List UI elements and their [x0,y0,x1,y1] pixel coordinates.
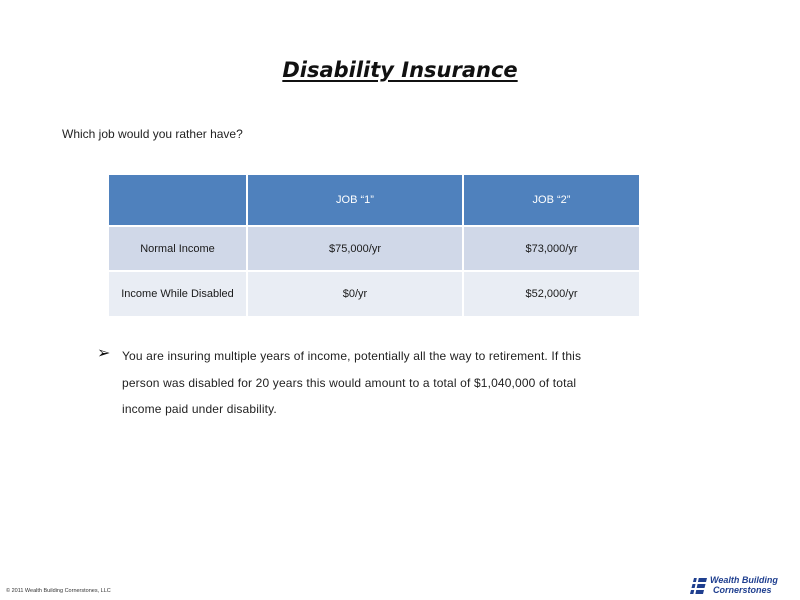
table-header-row: JOB “1” JOB “2” [107,173,641,227]
copyright-text: © 2011 Wealth Building Cornerstones, LLC [6,588,111,594]
row-label-income-disabled: Income While Disabled [107,270,248,318]
company-logo: Wealth Building Cornerstones [690,575,794,597]
logo-line-2: Cornerstones [713,584,772,595]
slide-title: Disability Insurance [282,58,518,82]
logo-line-1: Wealth Building [710,575,778,585]
table-header-empty [107,173,248,227]
cell-job2-normal-income: $73,000/yr [462,225,641,272]
arrow-bullet-icon: ➢ [97,345,111,362]
cornerstone-logo-icon [690,578,707,594]
cell-job2-income-disabled: $52,000/yr [462,270,641,318]
question-text: Which job would you rather have? [62,127,243,141]
row-label-normal-income: Normal Income [107,225,248,272]
table-row: Normal Income $75,000/yr $73,000/yr [107,225,641,272]
bullet-text: You are insuring multiple years of incom… [122,349,582,416]
table-header-job-2: JOB “2” [462,173,641,227]
cell-job1-income-disabled: $0/yr [246,270,464,318]
cell-job1-normal-income: $75,000/yr [246,225,464,272]
table-row: Income While Disabled $0/yr $52,000/yr [107,270,641,318]
comparison-table: JOB “1” JOB “2” Normal Income $75,000/yr… [107,173,641,318]
logo-wordmark: Wealth Building Cornerstones [710,575,778,595]
bullet-point: ➢ You are insuring multiple years of inc… [97,343,617,423]
table-header-job-1: JOB “1” [246,173,464,227]
